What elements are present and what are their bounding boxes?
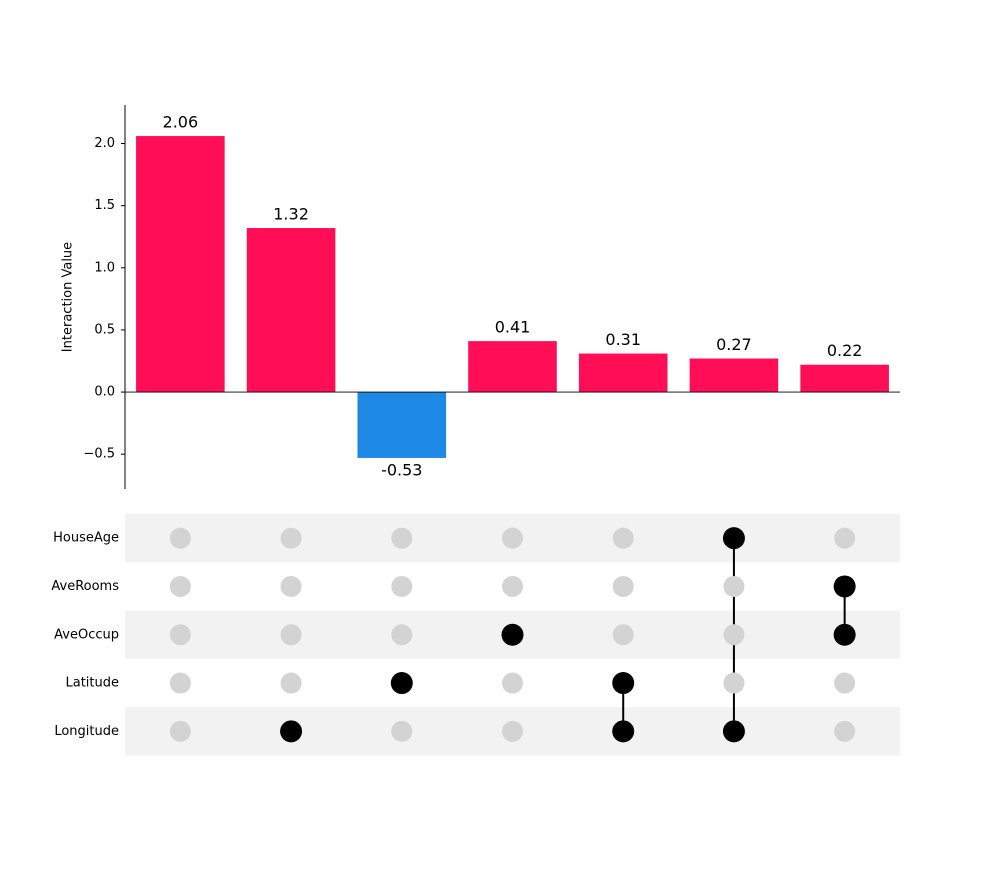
y-tick-label: 0.0 xyxy=(94,385,115,400)
matrix-dot xyxy=(502,720,523,742)
matrix-dot xyxy=(501,623,524,646)
y-axis-label: Interaction Value xyxy=(61,242,76,352)
feature-label: Latitude xyxy=(65,676,119,691)
matrix-dot xyxy=(169,624,191,646)
y-tick-label: 2.0 xyxy=(94,136,115,151)
bar xyxy=(357,392,447,458)
feature-label: Longitude xyxy=(54,724,119,739)
feature-label: AveOccup xyxy=(54,627,119,642)
matrix-dot xyxy=(612,624,634,646)
matrix-dot xyxy=(723,624,745,646)
matrix-dot xyxy=(612,527,634,549)
value-label: 2.06 xyxy=(163,113,199,132)
matrix-dot xyxy=(834,672,856,694)
matrix-dot xyxy=(169,575,191,597)
value-label: 1.32 xyxy=(273,205,309,224)
bar xyxy=(136,136,225,393)
matrix-dot xyxy=(723,672,745,694)
matrix-dot xyxy=(280,720,303,743)
matrix-dot xyxy=(834,527,856,549)
matrix-dot xyxy=(612,720,635,743)
matrix-dot xyxy=(391,575,413,597)
bar xyxy=(800,364,889,393)
bar xyxy=(246,228,336,393)
y-tick-label: 1.0 xyxy=(94,260,115,275)
matrix-dot xyxy=(834,720,856,742)
value-label: 0.22 xyxy=(827,341,863,360)
value-label: 0.31 xyxy=(605,330,641,349)
matrix-dot xyxy=(833,623,856,646)
y-tick-label: −0.5 xyxy=(83,447,115,462)
matrix-dot xyxy=(502,527,523,549)
y-tick-label: 0.5 xyxy=(94,322,115,337)
matrix-dot xyxy=(280,672,302,694)
y-tick-label: 1.5 xyxy=(94,198,115,213)
matrix-dot xyxy=(502,672,523,694)
matrix-dot xyxy=(391,527,413,549)
bar xyxy=(468,341,557,393)
matrix-dot xyxy=(169,720,191,742)
matrix-dot xyxy=(722,527,745,550)
matrix-dot xyxy=(391,624,413,646)
matrix-dot xyxy=(280,624,302,646)
matrix-dot xyxy=(280,527,302,549)
matrix-dot xyxy=(612,672,635,695)
matrix-dot xyxy=(502,575,523,597)
value-label: -0.53 xyxy=(381,460,422,479)
matrix-dot xyxy=(612,575,634,597)
value-label: 0.27 xyxy=(716,335,752,354)
feature-label: AveRooms xyxy=(51,579,119,594)
matrix-dot xyxy=(169,527,191,549)
matrix-dot xyxy=(280,575,302,597)
bar xyxy=(578,353,668,393)
matrix-dot xyxy=(833,575,856,598)
feature-label: HouseAge xyxy=(53,531,119,546)
matrix-dot xyxy=(169,672,191,694)
matrix-dot xyxy=(390,672,413,695)
matrix-dot xyxy=(391,720,413,742)
matrix-dot xyxy=(722,720,745,743)
bar xyxy=(689,358,779,393)
value-label: 0.41 xyxy=(495,318,531,337)
matrix-dot xyxy=(723,575,745,597)
